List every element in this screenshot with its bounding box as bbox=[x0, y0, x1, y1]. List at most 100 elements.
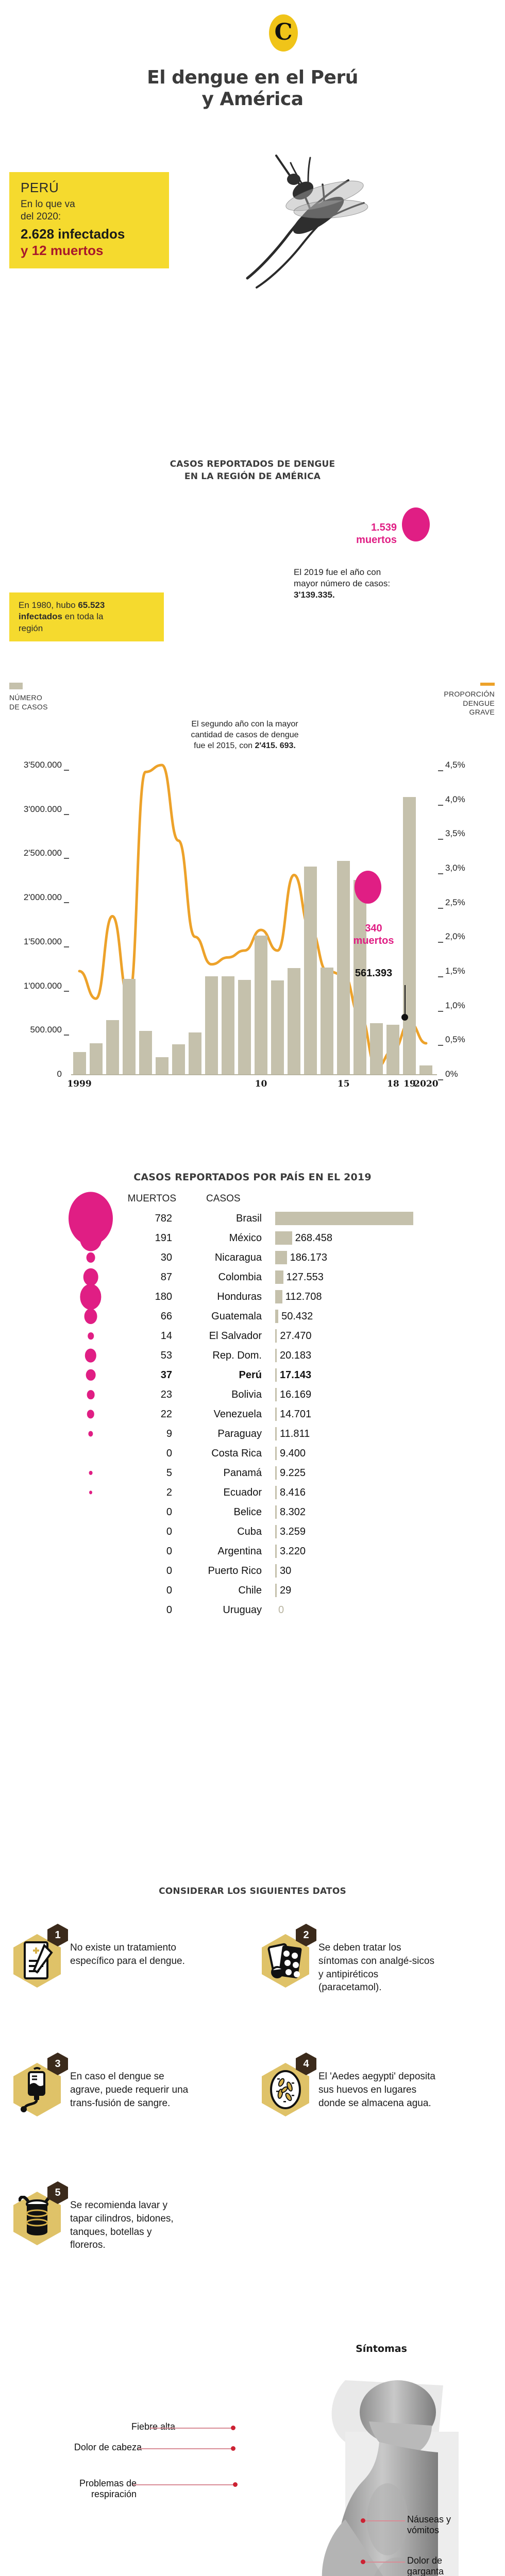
cases-value: 8.302 bbox=[280, 1506, 306, 1518]
dato-card: 1 No existe un tratamiento específico par… bbox=[9, 1924, 231, 1989]
cases-value: 186.173 bbox=[290, 1251, 327, 1263]
symptom-leader-line bbox=[149, 2428, 231, 2429]
chart-y2tick-mark bbox=[438, 1079, 443, 1080]
cases-value: 27.470 bbox=[280, 1330, 312, 1342]
symptom-label: Fiebre alta bbox=[131, 2421, 175, 2432]
dato-icon-hex: 3 bbox=[9, 2053, 70, 2117]
table-row: 66 Guatemala 50.432 bbox=[0, 1307, 505, 1326]
chart-y2tick-label: 0% bbox=[445, 1069, 458, 1079]
chart-deaths-340-callout: 340 muertos bbox=[343, 922, 405, 947]
table-row: 0 Belice 8.302 bbox=[0, 1502, 505, 1522]
chart-bar bbox=[271, 980, 284, 1074]
box-1980-line2: infectados bbox=[19, 612, 63, 622]
cases-value: 3.259 bbox=[280, 1526, 306, 1537]
chart-xtick-label: 19 bbox=[403, 1079, 416, 1089]
chart-bar bbox=[73, 1052, 86, 1074]
symptoms-title: Síntomas bbox=[356, 2343, 407, 2354]
table-row: 0 Argentina 3.220 bbox=[0, 1541, 505, 1561]
country-name: El Salvador bbox=[209, 1330, 262, 1342]
note-2019-value: 3'139.335. bbox=[294, 590, 335, 600]
chart-y2tick-mark bbox=[438, 839, 443, 840]
chart-xtick-label: 15 bbox=[337, 1079, 350, 1089]
america-title-line2: EN LA REGIÓN DE AMÉRICA bbox=[184, 471, 321, 482]
deaths-bubble bbox=[86, 1369, 96, 1381]
deaths-value: 87 bbox=[160, 1271, 172, 1283]
deaths-bubble-cell bbox=[0, 1385, 108, 1404]
cases-value: 14.701 bbox=[280, 1408, 312, 1420]
cases-bar-cell: 14.701 bbox=[267, 1408, 505, 1421]
country-section-title: CASOS REPORTADOS POR PAÍS EN EL 2019 bbox=[133, 1172, 372, 1183]
deaths-bubble bbox=[84, 1309, 97, 1324]
cases-bar bbox=[275, 1486, 277, 1499]
chart-y2tick-mark bbox=[438, 770, 443, 771]
country-table-body: 782 Brasil 2'201.115 191 México 268.458 30 Nica… bbox=[0, 1192, 505, 1620]
cases-bar bbox=[275, 1251, 287, 1264]
symptom-point-marker bbox=[361, 2518, 365, 2523]
chart-y2tick-label: 3,5% bbox=[445, 828, 465, 839]
page-title-line1: El dengue en el Perú bbox=[147, 67, 358, 88]
deaths-value: 23 bbox=[160, 1388, 172, 1400]
cases-bar bbox=[275, 1329, 277, 1343]
deaths-value: 0 bbox=[166, 1545, 172, 1557]
chart-bar bbox=[205, 976, 218, 1074]
cases-legend-line2: DE CASOS bbox=[9, 702, 48, 711]
cases-bar bbox=[275, 1545, 277, 1558]
chart-y2tick-label: 2,0% bbox=[445, 931, 465, 942]
country-name: México bbox=[229, 1232, 262, 1244]
cases-bar bbox=[275, 1231, 292, 1245]
dato-text: Se recomienda lavar y tapar cilindros, b… bbox=[70, 2200, 174, 2251]
cases-bar bbox=[275, 1349, 277, 1362]
chart-bar bbox=[188, 1032, 201, 1074]
peru-country-label: PERÚ bbox=[21, 180, 59, 195]
dato-card: 2 Se deben tratar los síntomas con analgé… bbox=[258, 1924, 479, 1994]
table-row: 180 Honduras 112.708 bbox=[0, 1284, 505, 1310]
chart-y2tick-mark bbox=[438, 1045, 443, 1046]
cases-value: 16.169 bbox=[280, 1388, 312, 1400]
dato-card: 4 El 'Aedes aegypti' deposita sus huevos … bbox=[258, 2053, 479, 2117]
chart-bar bbox=[106, 1020, 119, 1074]
box-1980-line4: región bbox=[19, 623, 43, 633]
chart-cases-561-callout: 561.393 bbox=[355, 968, 393, 979]
deaths-value: 191 bbox=[155, 1232, 172, 1244]
chart-y2tick-label: 1,0% bbox=[445, 1000, 465, 1010]
dengue-timeline-chart: 3'500.000 3'000.000 2'500.000 2'000.000 1'50… bbox=[9, 752, 496, 1113]
chart-ytick-label: 0 bbox=[57, 1069, 62, 1079]
country-name: Belice bbox=[233, 1506, 262, 1518]
america-deaths-callout: 1.539 muertos bbox=[309, 521, 397, 547]
chart-bar bbox=[370, 1023, 383, 1074]
country-name: Honduras bbox=[217, 1291, 262, 1302]
deaths-value: 53 bbox=[160, 1349, 172, 1361]
deaths-bubble-cell bbox=[0, 1561, 108, 1581]
chart-y2tick-mark bbox=[438, 804, 443, 806]
prescription-icon bbox=[19, 1938, 56, 1984]
table-row: 30 Nicaragua 186.173 bbox=[0, 1248, 505, 1267]
country-table-header: MUERTOS CASOS bbox=[0, 1193, 505, 1209]
severe-legend-line3: GRAVE bbox=[469, 708, 495, 716]
cases-bar-cell: 3.220 bbox=[267, 1545, 505, 1558]
dato-text: El 'Aedes aegypti' deposita sus huevos e… bbox=[318, 2071, 435, 2109]
dato-icon-hex: 4 bbox=[258, 2053, 318, 2117]
chart-bar bbox=[238, 979, 251, 1074]
cases-bar bbox=[275, 1447, 277, 1460]
note-2019-line1: El 2019 fue el año con bbox=[294, 567, 381, 577]
country-name: Guatemala bbox=[211, 1310, 262, 1322]
blood-bag-icon bbox=[19, 2067, 56, 2112]
chart-y2tick-mark bbox=[438, 873, 443, 874]
chart-bar bbox=[337, 860, 350, 1074]
chart-bar bbox=[304, 867, 317, 1074]
deaths-value: 30 bbox=[160, 1251, 172, 1263]
cases-value: 17.143 bbox=[280, 1369, 312, 1381]
deaths-value: 2 bbox=[166, 1486, 172, 1498]
symptom-leader-line bbox=[133, 2484, 233, 2485]
symptom-label: Dolor de garganta bbox=[407, 2555, 444, 2576]
chart-bar bbox=[321, 967, 334, 1074]
table-row: 14 El Salvador 27.470 bbox=[0, 1326, 505, 1346]
logo-oval: C bbox=[269, 14, 298, 52]
symptom-point-marker bbox=[231, 2426, 235, 2430]
country-name: Argentina bbox=[217, 1545, 262, 1557]
chart-bar bbox=[288, 968, 301, 1074]
country-name: Venezuela bbox=[213, 1408, 262, 1420]
country-name: Cuba bbox=[237, 1526, 262, 1537]
chart-ytick-mark bbox=[64, 858, 69, 859]
